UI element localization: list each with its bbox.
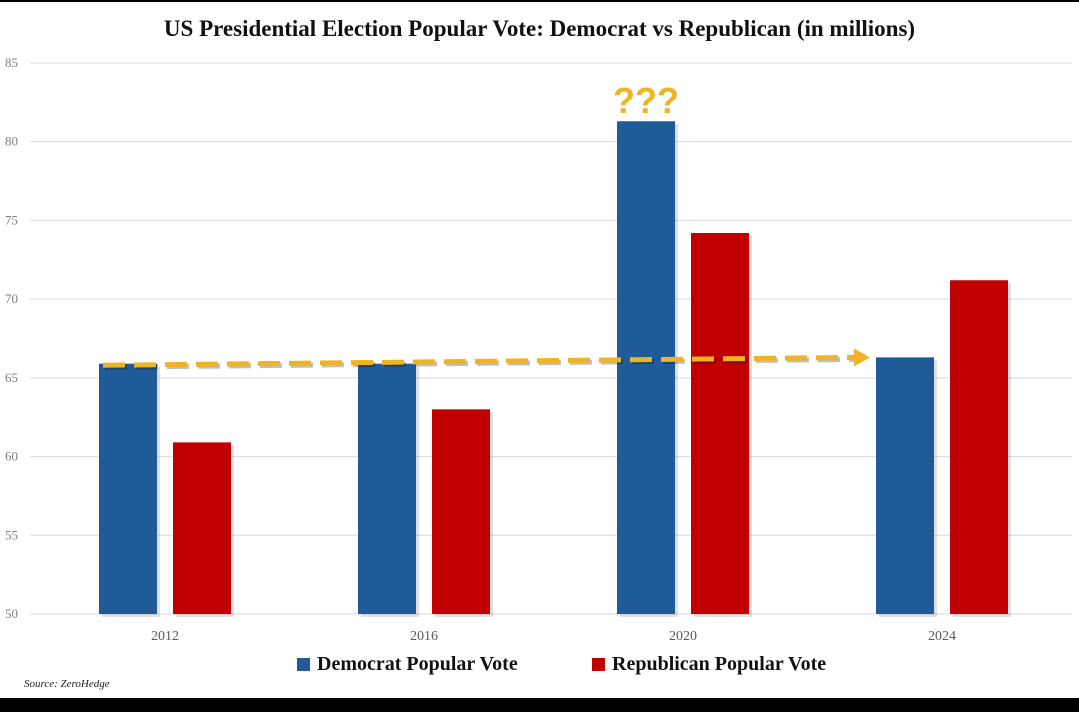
y-tick-label: 60	[5, 449, 18, 464]
y-tick-label: 55	[5, 527, 18, 542]
y-tick-label: 50	[5, 606, 18, 621]
x-tick-label: 2020	[669, 629, 697, 644]
y-axis-ticks: 50 55 60 65 70 75 80 85	[5, 55, 18, 621]
legend-label-republican: Republican Popular Vote	[612, 653, 827, 675]
bar-republican-2012	[173, 442, 231, 614]
legend-swatch-republican	[592, 658, 605, 671]
legend-item-republican: Republican Popular Vote	[592, 653, 826, 676]
y-tick-label: 65	[5, 370, 18, 385]
legend-label-democrat: Democrat Popular Vote	[317, 653, 518, 675]
bars	[99, 121, 1011, 618]
x-tick-label: 2016	[410, 629, 438, 644]
bar-republican-2020	[691, 233, 749, 614]
x-tick-label: 2012	[151, 629, 179, 644]
plot-area: 50 55 60 65 70 75 80 85 2012 2016 2020 2024 ???	[5, 55, 1072, 644]
trend-arrow-head	[854, 348, 870, 367]
x-tick-label: 2024	[928, 629, 956, 644]
y-tick-label: 70	[5, 291, 18, 306]
legend-item-democrat: Democrat Popular Vote	[297, 653, 518, 676]
trend-arrow-line	[102, 354, 859, 368]
question-marks-annotation: ???	[613, 80, 679, 121]
chart-card: US Presidential Election Popular Vote: D…	[0, 2, 1079, 698]
bar-republican-2016	[432, 409, 490, 614]
bar-democrat-2024	[876, 357, 934, 614]
bar-republican-2024	[950, 280, 1008, 614]
y-tick-label: 75	[5, 212, 18, 227]
bar-democrat-2012	[99, 363, 157, 614]
source-note: Source: ZeroHedge	[24, 678, 110, 690]
legend-swatch-democrat	[297, 658, 310, 671]
chart-title: US Presidential Election Popular Vote: D…	[163, 16, 916, 41]
bar-democrat-2020	[617, 121, 675, 615]
bar-democrat-2016	[358, 363, 416, 614]
x-axis-ticks: 2012 2016 2020 2024	[151, 629, 956, 644]
y-tick-label: 85	[5, 55, 18, 70]
annotations: ???	[102, 80, 870, 370]
y-tick-label: 80	[5, 134, 18, 149]
